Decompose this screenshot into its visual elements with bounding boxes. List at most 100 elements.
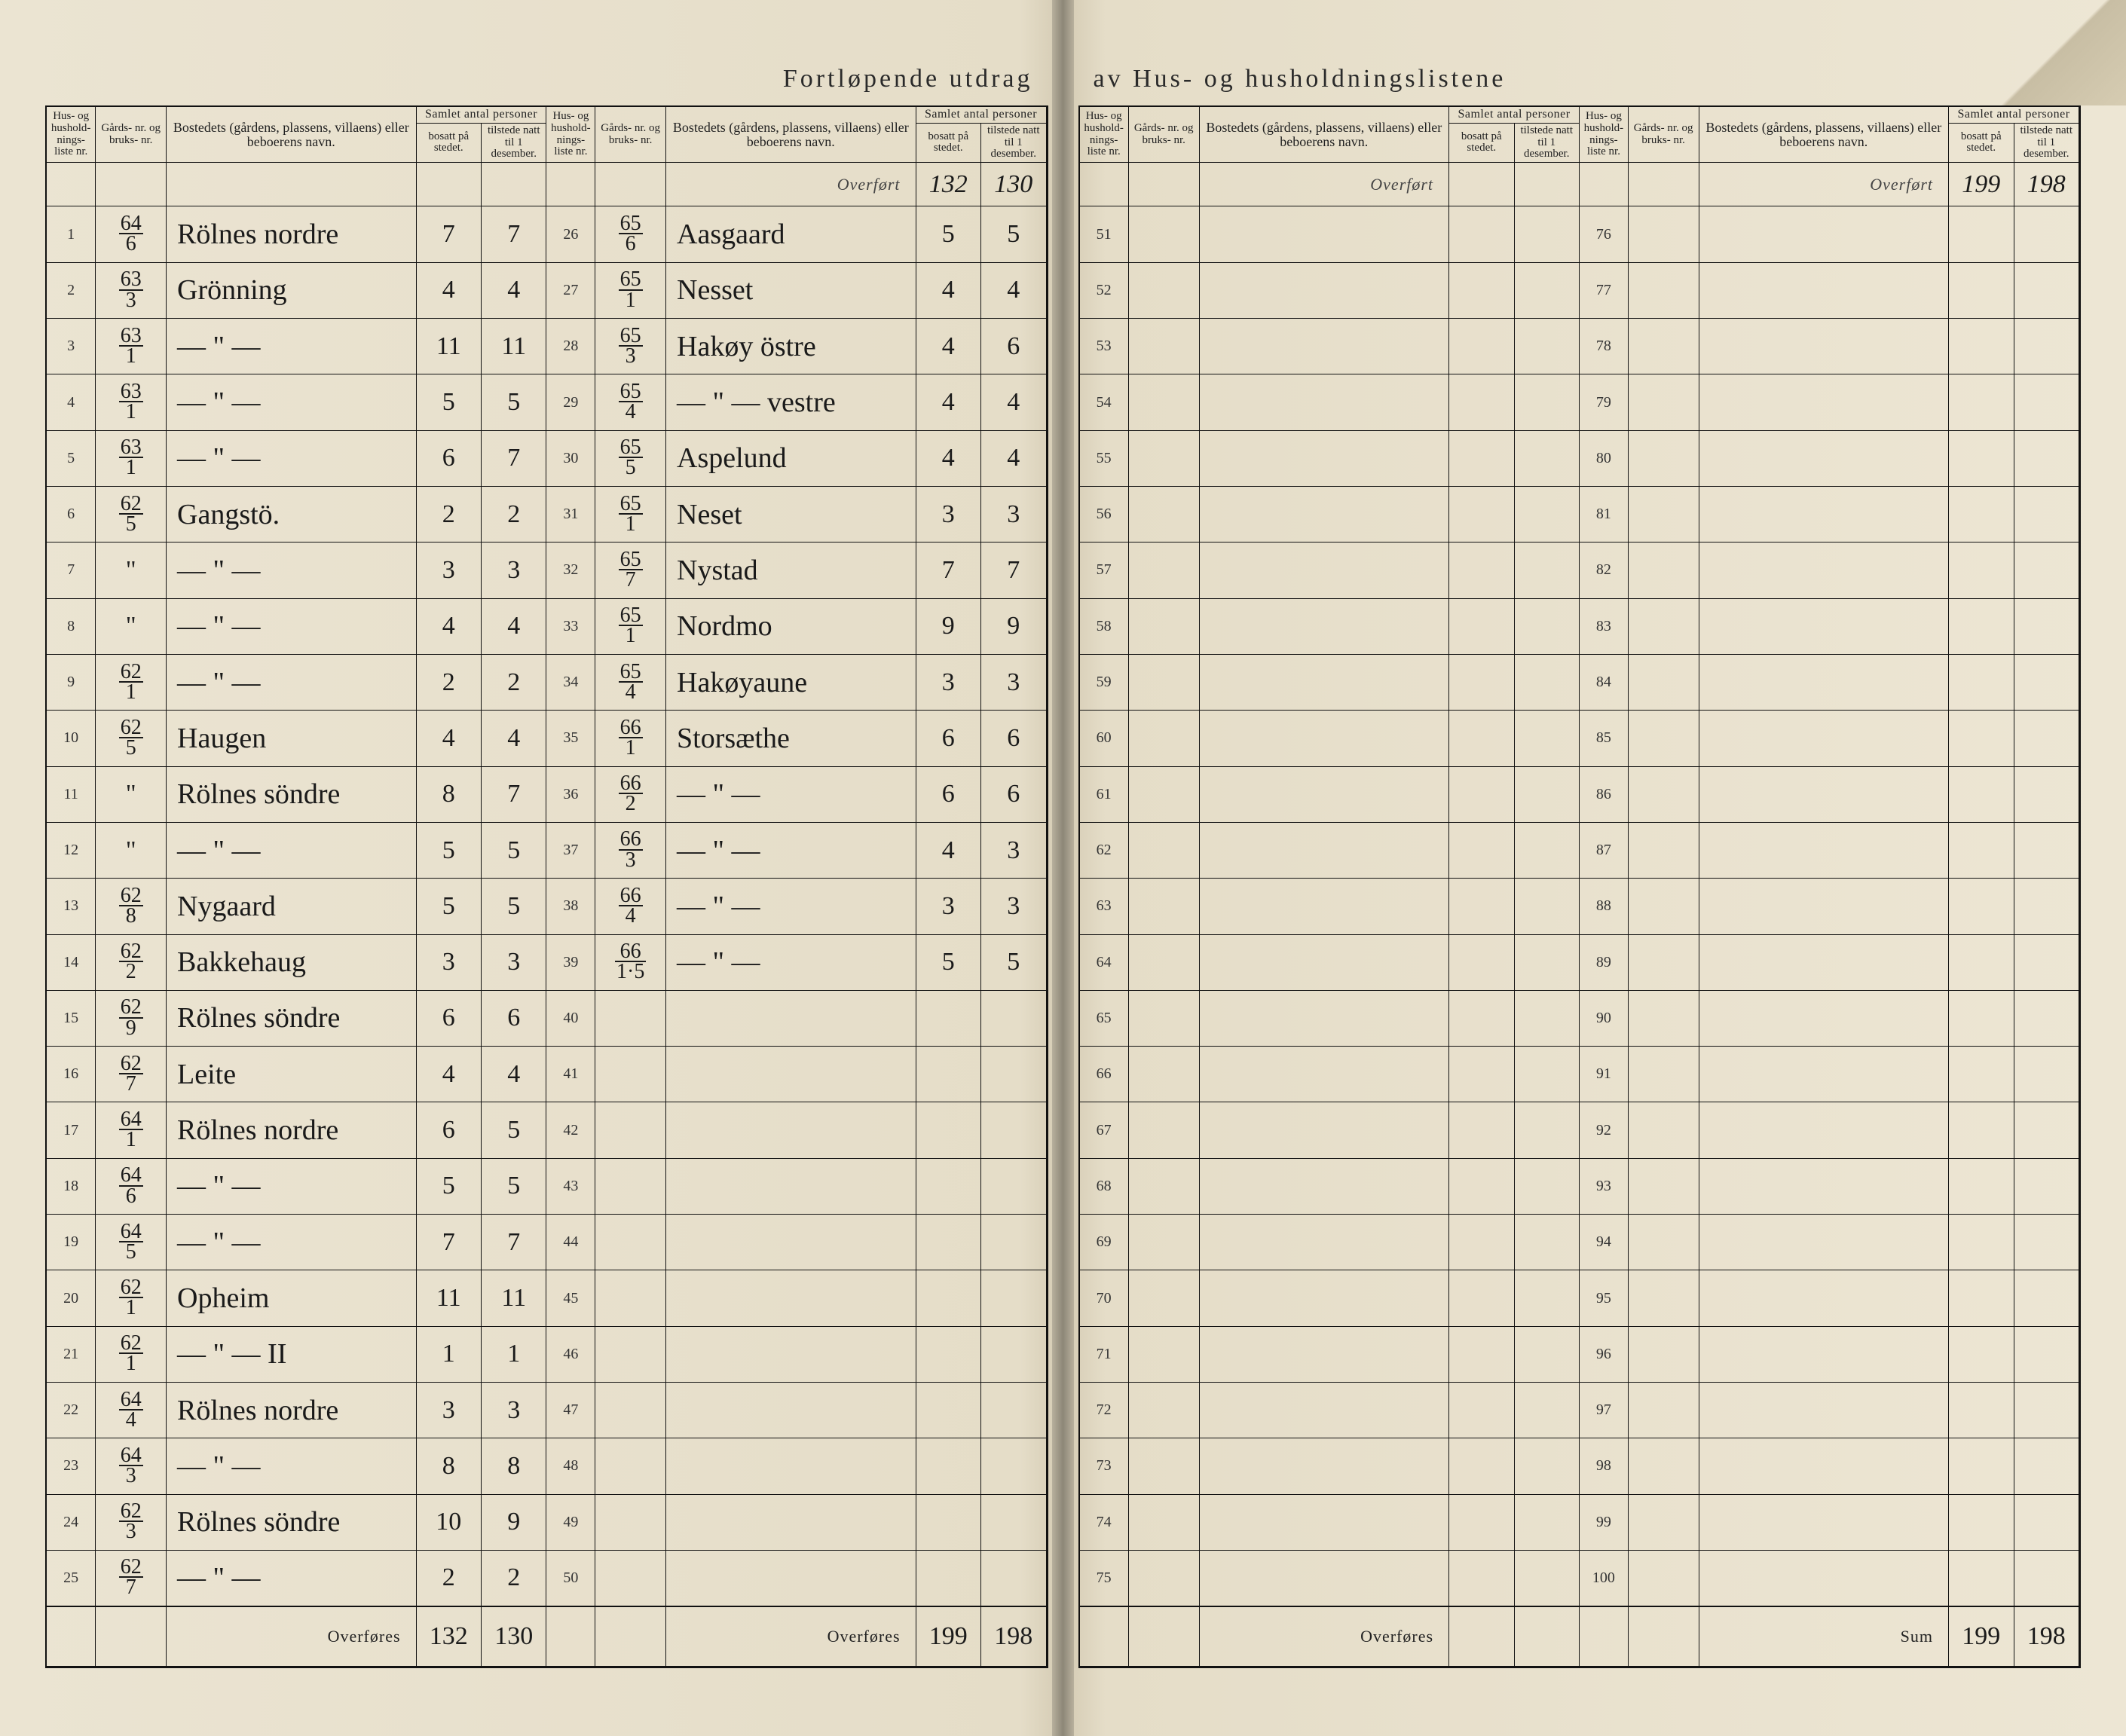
- bosatt-value: [1949, 206, 2014, 262]
- bosted-name: Rölnes söndre: [167, 1494, 417, 1550]
- tilstede-value: [981, 1215, 1047, 1270]
- bosatt-value: [1449, 1047, 1514, 1102]
- gard-nr: [1128, 1494, 1199, 1550]
- bosatt-value: [1449, 1550, 1514, 1606]
- bosted-name: Hakøy östre: [666, 319, 916, 374]
- tilstede-value: [981, 1383, 1047, 1438]
- table-row: 14622Bakkehaug3339661·5— " —55: [47, 934, 1046, 990]
- bosted-name: [666, 1047, 916, 1102]
- bosatt-value: [916, 990, 980, 1046]
- col-bosted: Bostedets (gårdens, plassens, villaens) …: [167, 107, 417, 163]
- bosatt-value: [1949, 1158, 2014, 1214]
- bosted-name: Rölnes söndre: [167, 766, 417, 822]
- table-row: 5176: [1080, 206, 2079, 262]
- tilstede-value: [981, 990, 1047, 1046]
- gard-nr: 631: [96, 430, 167, 486]
- overfort-label: Overført: [666, 163, 916, 206]
- row-number: 53: [1080, 319, 1129, 374]
- tilstede-value: [1514, 934, 1579, 990]
- bosted-name: — " —: [167, 654, 417, 710]
- table-row: 3631— " —111128653Hakøy östre46: [47, 319, 1046, 374]
- tilstede-value: [1514, 430, 1579, 486]
- gard-nr: 654: [595, 374, 666, 430]
- bosted-name: [1699, 1438, 1949, 1494]
- carry-out-tilstede-b: 198: [981, 1606, 1047, 1667]
- row-number: 36: [546, 766, 595, 822]
- bosted-name: Haugen: [167, 711, 417, 766]
- gard-nr: 628: [96, 879, 167, 934]
- row-number: 27: [546, 262, 595, 318]
- gard-nr: 623: [96, 1494, 167, 1550]
- bosatt-value: 2: [416, 1550, 481, 1606]
- tilstede-value: 4: [981, 374, 1047, 430]
- ledger-sheet: Fortløpende utdrag Hus- og hushold- ning…: [45, 60, 2081, 1668]
- bosted-name: [1199, 879, 1449, 934]
- bosatt-value: [1449, 1215, 1514, 1270]
- tilstede-value: 5: [482, 822, 546, 878]
- row-number: 23: [47, 1438, 96, 1494]
- bosted-name: [1699, 487, 1949, 542]
- tilstede-value: 5: [482, 374, 546, 430]
- bosatt-value: [1949, 430, 2014, 486]
- row-number: 66: [1080, 1047, 1129, 1102]
- tilstede-value: [981, 1494, 1047, 1550]
- bosatt-value: 2: [416, 487, 481, 542]
- table-row: 5479: [1080, 374, 2079, 430]
- row-number: 78: [1579, 319, 1628, 374]
- right-grid: Hus- og hushold- nings- liste nr. Gårds-…: [1078, 105, 2082, 1668]
- row-number: 99: [1579, 1494, 1628, 1550]
- bosatt-value: [916, 1102, 980, 1158]
- tilstede-value: 11: [482, 1270, 546, 1326]
- tilstede-value: [2014, 487, 2079, 542]
- tilstede-value: 3: [981, 879, 1047, 934]
- bosatt-value: [1949, 1494, 2014, 1550]
- row-number: 33: [546, 598, 595, 654]
- bosatt-value: 4: [416, 1047, 481, 1102]
- tilstede-value: [1514, 319, 1579, 374]
- bosatt-value: 5: [916, 206, 980, 262]
- tilstede-value: 3: [981, 487, 1047, 542]
- bosatt-value: 3: [416, 542, 481, 598]
- col-samlet-4: Samlet antal personer: [1949, 107, 2079, 123]
- tilstede-value: [981, 1158, 1047, 1214]
- row-number: 67: [1080, 1102, 1129, 1158]
- row-number: 82: [1579, 542, 1628, 598]
- gard-nr: ": [96, 542, 167, 598]
- bosted-name: — " —: [167, 319, 417, 374]
- tilstede-value: [2014, 711, 2079, 766]
- bosted-name: [1199, 1383, 1449, 1438]
- bosted-name: [1199, 654, 1449, 710]
- left-table: Hus- og hushold- nings- liste nr. Gårds-…: [47, 107, 1047, 1667]
- bosted-name: [1199, 374, 1449, 430]
- bosatt-value: [916, 1383, 980, 1438]
- gard-nr: [1128, 430, 1199, 486]
- row-number: 9: [47, 654, 96, 710]
- bosted-name: [1199, 319, 1449, 374]
- bosted-name: [1199, 711, 1449, 766]
- tilstede-value: [2014, 430, 2079, 486]
- table-row: 8"— " —4433651Nordmo99: [47, 598, 1046, 654]
- tilstede-value: 6: [981, 319, 1047, 374]
- bosted-name: [1199, 1158, 1449, 1214]
- overfores-label: Overføres: [167, 1606, 417, 1667]
- row-number: 21: [47, 1326, 96, 1382]
- row-number: 63: [1080, 879, 1129, 934]
- gard-nr: 627: [96, 1047, 167, 1102]
- gard-nr: 646: [96, 1158, 167, 1214]
- tilstede-value: [2014, 542, 2079, 598]
- carry-out-bosatt-a: [1449, 1606, 1514, 1667]
- row-number: 28: [546, 319, 595, 374]
- col-bosted-2: Bostedets (gårdens, plassens, villaens) …: [666, 107, 916, 163]
- bosatt-value: [1449, 430, 1514, 486]
- bosatt-value: 4: [916, 262, 980, 318]
- tilstede-value: 4: [981, 262, 1047, 318]
- bosted-name: [666, 1326, 916, 1382]
- gard-nr: [1628, 542, 1699, 598]
- gard-nr: [1628, 598, 1699, 654]
- tilstede-value: [2014, 1270, 2079, 1326]
- tilstede-value: [1514, 598, 1579, 654]
- bosatt-value: [1949, 990, 2014, 1046]
- bosatt-value: [1449, 711, 1514, 766]
- row-number: 41: [546, 1047, 595, 1102]
- tilstede-value: 5: [482, 1102, 546, 1158]
